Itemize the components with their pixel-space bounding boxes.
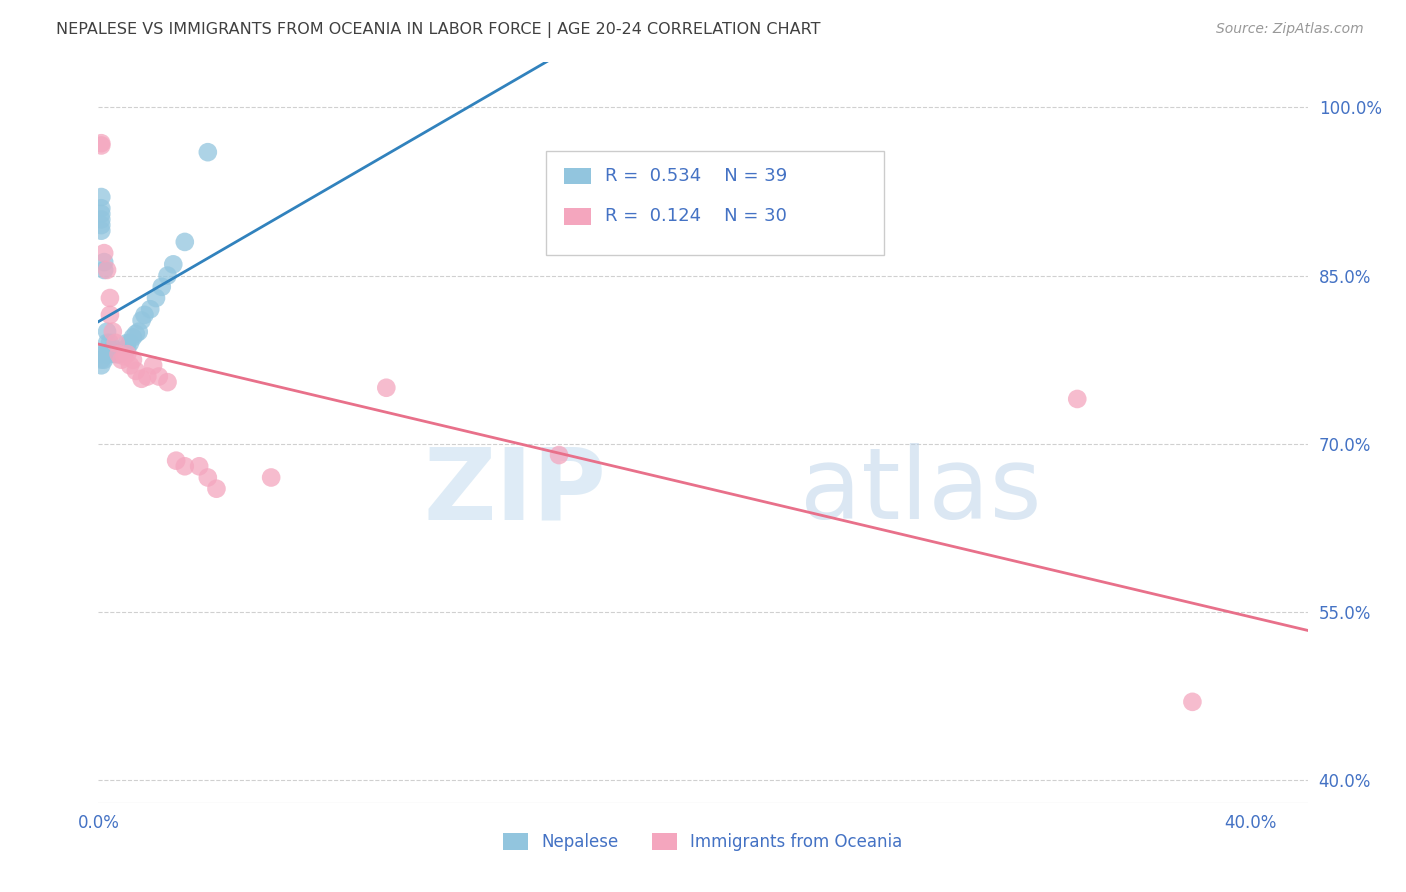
Point (98, 308, 121, 322)
FancyBboxPatch shape (564, 209, 591, 225)
Point (145, 291, 167, 305)
Point (156, 375, 179, 389)
Point (93, 263, 115, 277)
Text: NEPALESE VS IMMIGRANTS FROM OCEANIA IN LABOR FORCE | AGE 20-24 CORRELATION CHART: NEPALESE VS IMMIGRANTS FROM OCEANIA IN L… (56, 22, 821, 38)
Text: R =  0.124    N = 30: R = 0.124 N = 30 (605, 208, 787, 226)
Point (90, 201, 112, 215)
Point (260, 470, 283, 484)
Point (107, 347, 129, 361)
Point (90, 207, 112, 221)
Point (115, 347, 138, 361)
Point (93, 347, 115, 361)
Point (90, 224, 112, 238)
Point (101, 344, 124, 359)
Point (104, 335, 127, 350)
Point (98, 335, 121, 350)
Point (93, 352, 115, 367)
Point (125, 364, 148, 378)
Point (548, 448, 571, 462)
Point (150, 280, 173, 294)
Point (128, 325, 150, 339)
Point (120, 359, 142, 373)
Point (110, 352, 132, 367)
Point (115, 335, 138, 350)
Text: ZIP: ZIP (423, 443, 606, 541)
Point (188, 459, 211, 474)
Point (173, 459, 195, 474)
Point (110, 344, 132, 359)
Point (139, 302, 162, 317)
Point (93, 255, 115, 269)
Text: atlas: atlas (800, 443, 1042, 541)
Point (96, 335, 118, 350)
Point (96, 263, 118, 277)
Point (96, 347, 118, 361)
Point (134, 308, 156, 322)
Point (90, 190, 112, 204)
Point (112, 343, 135, 357)
Point (156, 268, 179, 283)
FancyBboxPatch shape (564, 168, 591, 184)
Point (90, 212, 112, 227)
Point (107, 347, 129, 361)
FancyBboxPatch shape (546, 152, 884, 255)
Point (375, 381, 398, 395)
Point (122, 330, 145, 344)
Point (173, 235, 195, 249)
Point (162, 257, 184, 271)
Point (90, 136, 112, 151)
Point (131, 372, 153, 386)
Point (120, 335, 142, 350)
Text: R =  0.534    N = 39: R = 0.534 N = 39 (605, 167, 787, 185)
Point (90, 352, 112, 367)
Point (112, 349, 135, 363)
Point (165, 453, 187, 467)
Point (98, 291, 121, 305)
Point (90, 138, 112, 153)
Point (90, 359, 112, 373)
Point (1066, 392, 1088, 406)
Legend: Nepalese, Immigrants from Oceania: Nepalese, Immigrants from Oceania (496, 826, 910, 857)
Point (197, 470, 219, 484)
Point (101, 325, 124, 339)
Point (148, 369, 170, 384)
Point (96, 325, 118, 339)
Point (115, 342, 138, 356)
Point (136, 369, 159, 384)
Point (104, 347, 127, 361)
Point (101, 342, 124, 356)
Point (90, 347, 112, 361)
Point (131, 313, 153, 327)
Point (122, 352, 145, 367)
Point (1181, 695, 1204, 709)
Point (125, 326, 148, 341)
Point (98, 347, 121, 361)
Point (90, 218, 112, 232)
Text: Source: ZipAtlas.com: Source: ZipAtlas.com (1216, 22, 1364, 37)
Point (205, 482, 228, 496)
Point (197, 145, 219, 160)
Point (142, 359, 165, 373)
Point (93, 246, 115, 260)
